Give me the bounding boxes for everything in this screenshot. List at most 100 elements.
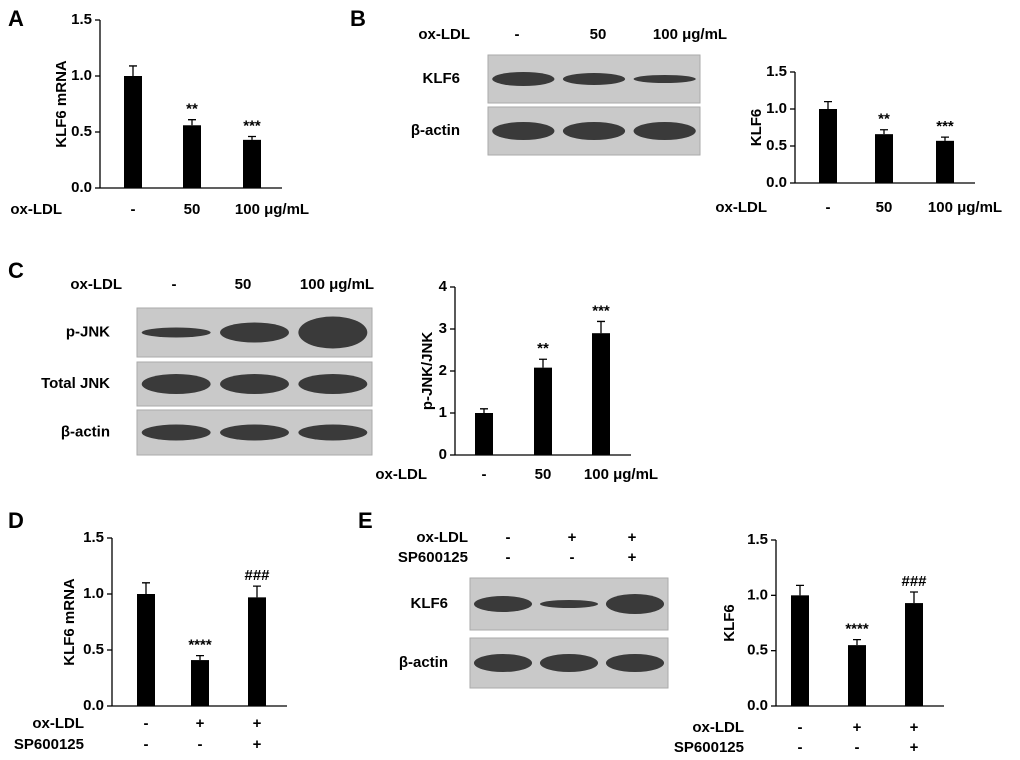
panel-letter: C xyxy=(8,258,24,283)
error-bar xyxy=(941,136,949,141)
significance: *** xyxy=(592,302,610,319)
significance: *** xyxy=(936,118,954,135)
blot-band xyxy=(298,316,368,349)
y-tick-label: 0.0 xyxy=(71,179,92,196)
y-tick-label: 1.0 xyxy=(71,67,92,84)
blot-band xyxy=(562,73,626,85)
significance: ** xyxy=(878,111,890,128)
blot-band xyxy=(492,122,555,140)
condition-label: + xyxy=(253,736,262,753)
bar xyxy=(875,134,893,183)
blot-band xyxy=(220,424,289,441)
error-bar xyxy=(539,358,547,368)
condition-label: - xyxy=(144,736,149,753)
condition-label: - xyxy=(826,199,831,216)
bar xyxy=(183,125,201,188)
blot-row-label: Total JNK xyxy=(41,375,110,392)
significance: ** xyxy=(186,101,198,118)
y-axis-label: KLF6 mRNA xyxy=(61,578,78,666)
bar xyxy=(243,139,261,188)
y-axis-label: p-JNK/JNK xyxy=(419,332,436,411)
condition-label: 50 xyxy=(184,201,201,218)
error-bar xyxy=(597,320,605,334)
significance: ** xyxy=(537,340,549,357)
y-tick-label: 0.5 xyxy=(766,137,787,154)
condition-label: - xyxy=(172,276,177,293)
blot-row-label: p-JNK xyxy=(66,323,110,340)
y-tick-label: 0.5 xyxy=(747,642,768,659)
y-tick-label: 1.5 xyxy=(71,11,92,28)
condition-label: - xyxy=(198,736,203,753)
y-tick-label: 0.5 xyxy=(83,641,104,658)
y-axis-label: KLF6 mRNA xyxy=(53,60,70,148)
error-bar xyxy=(796,584,804,596)
y-tick-label: 0.0 xyxy=(83,697,104,714)
condition-label: 50 xyxy=(876,199,893,216)
error-bar xyxy=(196,654,204,661)
condition-label: 100 μg/mL xyxy=(584,466,658,483)
condition-label: + xyxy=(253,715,262,732)
condition-label: - xyxy=(506,529,511,546)
blot-band xyxy=(633,75,696,83)
blot-band xyxy=(220,322,289,343)
condition-label: 100 μg/mL xyxy=(235,201,309,218)
y-tick-label: 1.0 xyxy=(747,586,768,603)
condition-name: SP600125 xyxy=(674,739,744,756)
panel-letter: A xyxy=(8,6,24,31)
y-axis-label: KLF6 xyxy=(721,604,738,642)
condition-label: + xyxy=(628,529,637,546)
condition-label: + xyxy=(628,549,637,566)
bar xyxy=(534,367,552,455)
significance: **** xyxy=(188,637,212,654)
error-bar xyxy=(853,638,861,646)
y-tick-label: 3 xyxy=(439,320,447,337)
bar xyxy=(592,333,610,455)
y-axis-label: KLF6 xyxy=(748,109,765,147)
condition-name: ox-LDL xyxy=(10,201,62,218)
y-tick-label: 1.0 xyxy=(766,100,787,117)
blot-band xyxy=(539,600,599,608)
condition-label: - xyxy=(131,201,136,218)
bar xyxy=(848,645,866,706)
y-tick-label: 2 xyxy=(439,362,447,379)
condition-label: + xyxy=(568,529,577,546)
blot-row-label: KLF6 xyxy=(423,70,461,87)
y-tick-label: 1.5 xyxy=(83,529,104,546)
condition-name: ox-LDL xyxy=(692,719,744,736)
condition-name: ox-LDL xyxy=(375,466,427,483)
blot-band xyxy=(473,654,533,672)
condition-label: + xyxy=(910,739,919,756)
y-tick-label: 1.5 xyxy=(747,531,768,548)
y-tick-label: 1 xyxy=(439,404,447,421)
significance: **** xyxy=(845,621,869,638)
bar xyxy=(191,660,209,706)
condition-label: - xyxy=(798,739,803,756)
blot-band xyxy=(633,122,696,140)
condition-label: - xyxy=(515,26,520,43)
y-tick-label: 0.0 xyxy=(766,174,787,191)
error-bar xyxy=(910,591,918,604)
error-bar xyxy=(253,585,261,598)
condition-label: + xyxy=(853,719,862,736)
bar xyxy=(819,109,837,183)
blot-band xyxy=(562,122,626,140)
condition-label: 50 xyxy=(235,276,252,293)
blot-row-label: β-actin xyxy=(411,122,460,139)
blot-band xyxy=(298,374,368,394)
blot-band xyxy=(492,72,555,86)
blot-row-label: β-actin xyxy=(399,654,448,671)
condition-name: ox-LDL xyxy=(416,529,468,546)
blot-band xyxy=(605,594,665,614)
y-tick-label: 0.0 xyxy=(747,697,768,714)
condition-label: - xyxy=(570,549,575,566)
error-bar xyxy=(188,119,196,126)
error-bar xyxy=(480,408,488,413)
condition-name: SP600125 xyxy=(398,549,468,566)
blot-band xyxy=(605,654,665,672)
condition-name: ox-LDL xyxy=(70,276,122,293)
error-bar xyxy=(129,65,137,76)
error-bar xyxy=(880,129,888,135)
error-bar xyxy=(824,100,832,109)
blot-row-label: β-actin xyxy=(61,423,110,440)
